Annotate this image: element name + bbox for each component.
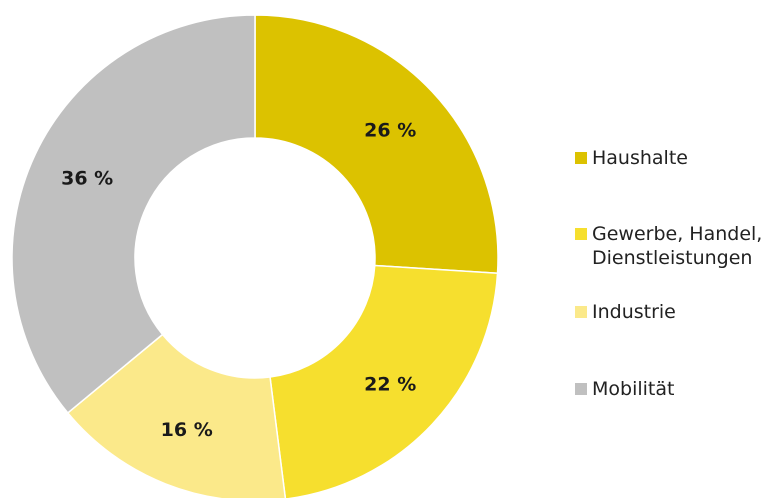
legend-swatch bbox=[575, 383, 587, 395]
data-label: 36 % bbox=[61, 168, 113, 190]
legend-label: Industrie bbox=[592, 301, 676, 323]
legend-swatch bbox=[575, 228, 587, 240]
donut: 26 % 22 % 16 % 36 % bbox=[11, 14, 499, 498]
donut-segment bbox=[11, 14, 256, 414]
legend-label: Haushalte bbox=[592, 147, 688, 169]
legend-swatch bbox=[575, 152, 587, 164]
donut-segment bbox=[269, 264, 499, 498]
data-label: 26 % bbox=[364, 120, 416, 142]
legend-item: Gewerbe, Handel, Dienstleistungen bbox=[575, 222, 772, 270]
legend-item: Mobilität bbox=[575, 377, 772, 401]
legend-item: Haushalte bbox=[575, 146, 772, 170]
legend-item: Industrie bbox=[575, 300, 772, 324]
legend-label: Gewerbe, Handel, Dienstleistungen bbox=[592, 223, 763, 269]
donut-segment bbox=[254, 14, 499, 275]
legend-swatch bbox=[575, 306, 587, 318]
legend-label: Mobilität bbox=[592, 378, 675, 400]
data-label: 22 % bbox=[364, 373, 416, 395]
data-label: 16 % bbox=[161, 419, 213, 441]
